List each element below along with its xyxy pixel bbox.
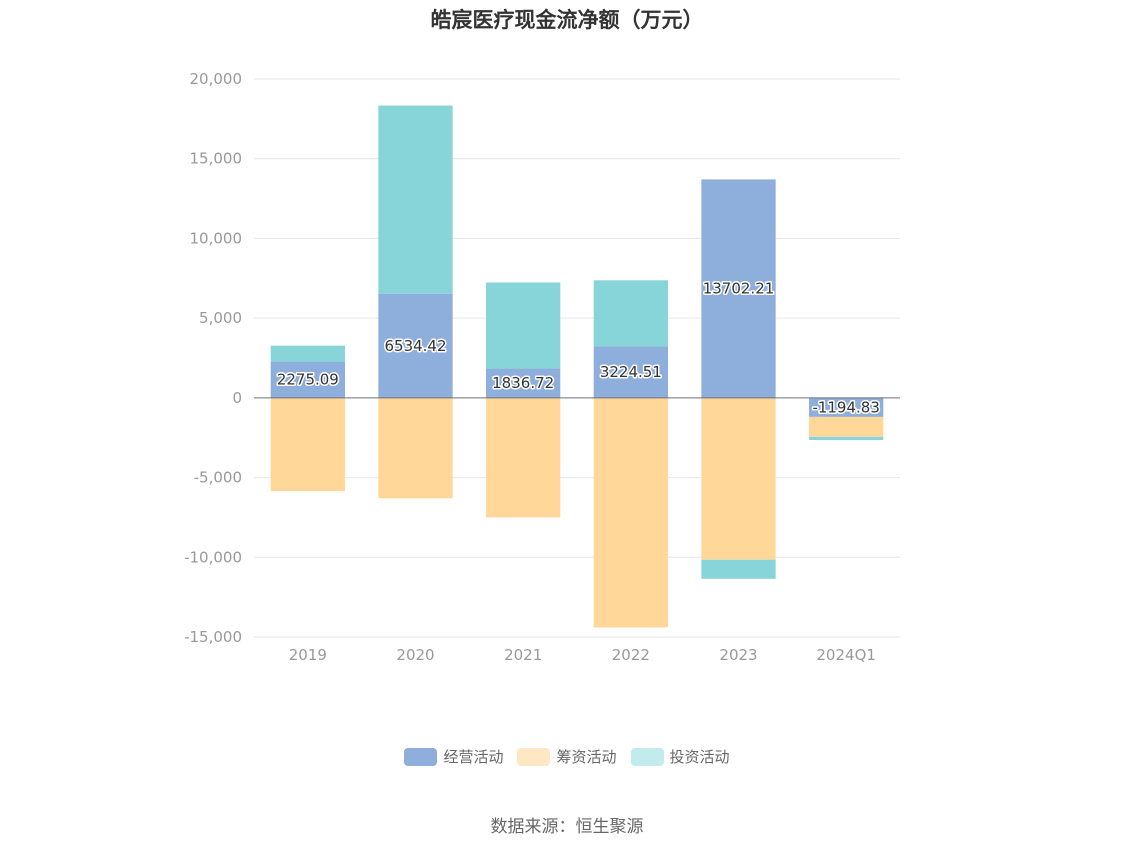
- bar-2024Q1-series-0: [809, 397, 884, 417]
- x-axis-labels: 2019 2020 2021 2022 2023 2024Q1: [289, 646, 876, 664]
- bar-2024Q1-series-1: [809, 416, 884, 437]
- x-tick-label: 2021: [504, 646, 542, 664]
- data-label: 3224.51: [600, 363, 662, 381]
- x-tick-label: 2024Q1: [816, 646, 876, 664]
- legend-item[interactable]: 经营活动: [404, 746, 503, 767]
- bars: [270, 105, 884, 628]
- bar-2020-series-2: [378, 105, 453, 294]
- data-label: 13702.21: [703, 280, 775, 298]
- legend-label: 筹资活动: [556, 748, 617, 766]
- bar-2021-series-2: [486, 282, 561, 369]
- y-axis-labels: 20,000 15,000 10,000 5,000 0 -5,000 -10,000 -15…: [184, 70, 242, 646]
- bar-2020-series-0: [378, 293, 453, 398]
- x-tick-label: 2023: [719, 646, 757, 664]
- bar-2021-series-0: [486, 368, 561, 398]
- bar-2019-series-0: [270, 361, 345, 398]
- bar-2022-series-0: [593, 346, 668, 398]
- y-tick-label: 15,000: [190, 150, 243, 168]
- y-tick-label: -10,000: [184, 548, 242, 566]
- x-tick-label: 2022: [612, 646, 650, 664]
- bar-2022-series-1: [593, 397, 668, 628]
- source-note: 数据来源：恒生聚源: [490, 817, 644, 837]
- bar-2019-series-2: [270, 345, 345, 362]
- legend-label: 投资活动: [669, 748, 730, 766]
- y-tick-label: 20,000: [190, 70, 243, 88]
- y-tick-label: -15,000: [184, 628, 242, 646]
- bar-2023-series-2: [701, 559, 776, 579]
- bar-2022-series-2: [593, 280, 668, 347]
- bar-2019-series-1: [270, 397, 345, 492]
- legend: 经营活动 筹资活动 投资活动: [0, 746, 1134, 767]
- chart-canvas: 20,000 15,000 10,000 5,000 0 -5,000 -10,000 -15…: [184, 70, 900, 664]
- bar-2023-series-1: [701, 397, 776, 560]
- chart-title: 皓宸医疗现金流净额（万元）: [430, 8, 704, 32]
- data-label: -1194.83: [812, 398, 879, 416]
- data-label: 6534.42: [384, 337, 446, 355]
- grid-lines: [254, 78, 900, 638]
- y-tick-label: 0: [232, 389, 242, 407]
- data-label: 2275.09: [277, 371, 339, 389]
- legend-swatch: [630, 747, 664, 766]
- bar-2020-series-1: [378, 397, 453, 499]
- legend-item[interactable]: 筹资活动: [517, 746, 617, 767]
- legend-swatch: [517, 747, 551, 766]
- legend-swatch: [404, 747, 438, 766]
- legend-label: 经营活动: [443, 748, 504, 766]
- bar-2021-series-1: [486, 397, 561, 518]
- x-tick-label: 2020: [396, 646, 434, 664]
- bar-2024Q1-series-2: [809, 436, 884, 441]
- legend-item[interactable]: 投资活动: [630, 746, 730, 767]
- y-tick-label: 5,000: [199, 309, 242, 327]
- data-labels: 2275.09 6534.42 1836.72 3224.51 13702.21 -119…: [275, 278, 881, 418]
- bar-2023-series-0: [701, 179, 776, 398]
- y-tick-label: -5,000: [194, 469, 242, 487]
- y-tick-label: 10,000: [190, 229, 243, 247]
- x-tick-label: 2019: [289, 646, 327, 664]
- data-label: 1836.72: [492, 374, 554, 392]
